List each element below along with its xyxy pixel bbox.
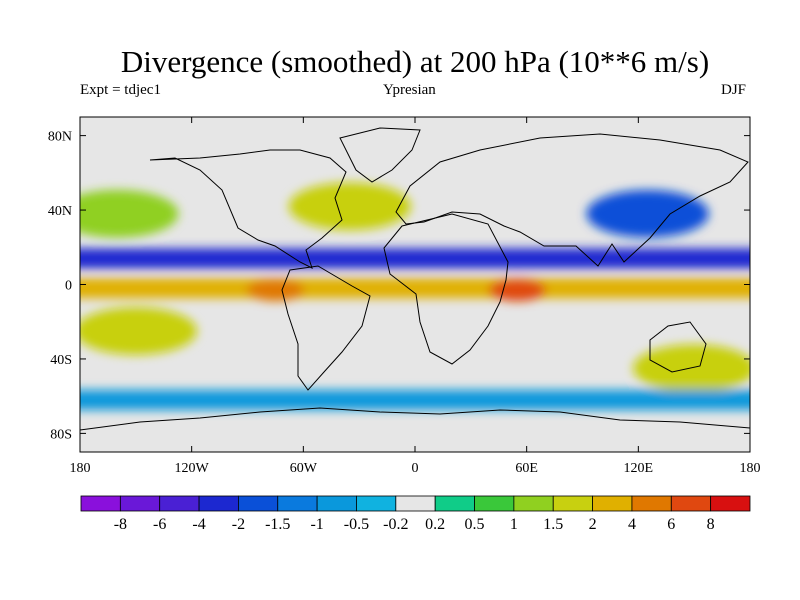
season-label: DJF	[721, 82, 747, 98]
y-tick-label: 80N	[48, 130, 72, 145]
colorbar-label: -0.5	[344, 516, 369, 533]
coastlines	[80, 127, 750, 431]
colorbar-swatch	[277, 495, 318, 512]
colorbar-swatch	[395, 495, 436, 512]
colorbar-label: -1	[310, 516, 323, 533]
field-feature	[488, 278, 547, 302]
longitude-axis: 180 120W 60W 0 60E 120E 180	[70, 461, 761, 476]
field-feature	[632, 344, 750, 393]
colorbar-label: -2	[232, 516, 245, 533]
field-feature	[288, 182, 412, 231]
colorbar-swatch	[159, 495, 200, 512]
colorbar	[80, 495, 751, 512]
plot-title: Divergence (smoothed) at 200 hPa (10**6 …	[120, 44, 710, 79]
x-tick-label: 180	[740, 461, 761, 476]
y-tick-label: 80S	[50, 427, 72, 442]
colorbar-swatch	[670, 495, 712, 512]
colorbar-label: -4	[192, 516, 205, 533]
field-feature	[80, 189, 179, 238]
colorbar-swatch	[356, 495, 397, 512]
field-feature	[80, 307, 198, 355]
colorbar-swatch	[592, 495, 633, 512]
colorbar-label: 2	[589, 516, 597, 533]
colorbar-swatch	[631, 495, 672, 512]
colorbar-label: 4	[628, 516, 636, 533]
experiment-label: Expt = tdjec1	[80, 82, 161, 98]
x-tick-label: 0	[412, 461, 419, 476]
colorbar-swatch	[434, 495, 475, 512]
colorbar-label: -0.2	[383, 516, 408, 533]
x-tick-label: 60E	[515, 461, 538, 476]
colorbar-label: -6	[153, 516, 166, 533]
colorbar-swatch	[552, 495, 593, 512]
x-tick-label: 180	[70, 461, 91, 476]
colorbar-label: 0.2	[425, 516, 445, 533]
colorbar-swatch	[513, 495, 554, 512]
field-feature	[246, 278, 305, 302]
colorbar-swatch	[119, 495, 161, 512]
colorbar-label: 6	[667, 516, 675, 533]
field-feature	[80, 389, 750, 410]
map-panel	[80, 117, 750, 452]
colorbar-label: 1	[510, 516, 518, 533]
y-tick-label: 40S	[50, 353, 72, 368]
colorbar-swatch	[80, 495, 121, 512]
colorbar-label: -1.5	[265, 516, 290, 533]
x-tick-label: 60W	[290, 461, 318, 476]
colorbar-labels: -8 -6 -4 -2 -1.5 -1 -0.5 -0.2 0.2 0.5 1 1.5 2 4 6 8	[114, 516, 715, 533]
x-tick-label: 120E	[624, 461, 654, 476]
field-feature	[80, 248, 750, 269]
field-feature	[586, 189, 709, 238]
field-feature	[80, 278, 750, 299]
colorbar-swatch	[238, 495, 279, 512]
x-tick-label: 120W	[175, 461, 210, 476]
y-tick-label: 40N	[48, 204, 72, 219]
colorbar-swatch	[198, 495, 239, 512]
y-tick-label: 0	[65, 279, 72, 294]
colorbar-label: 1.5	[543, 516, 563, 533]
latitude-axis: 80N 40N 0 40S 80S	[48, 130, 72, 443]
colorbar-swatch	[474, 495, 515, 512]
period-label: Ypresian	[383, 82, 436, 98]
axis-ticks	[79, 117, 751, 452]
colorbar-label: -8	[114, 516, 127, 533]
colorbar-swatch	[710, 495, 751, 512]
colorbar-label: 0.5	[465, 516, 485, 533]
colorbar-swatch	[316, 495, 357, 512]
colorbar-label: 8	[707, 516, 715, 533]
